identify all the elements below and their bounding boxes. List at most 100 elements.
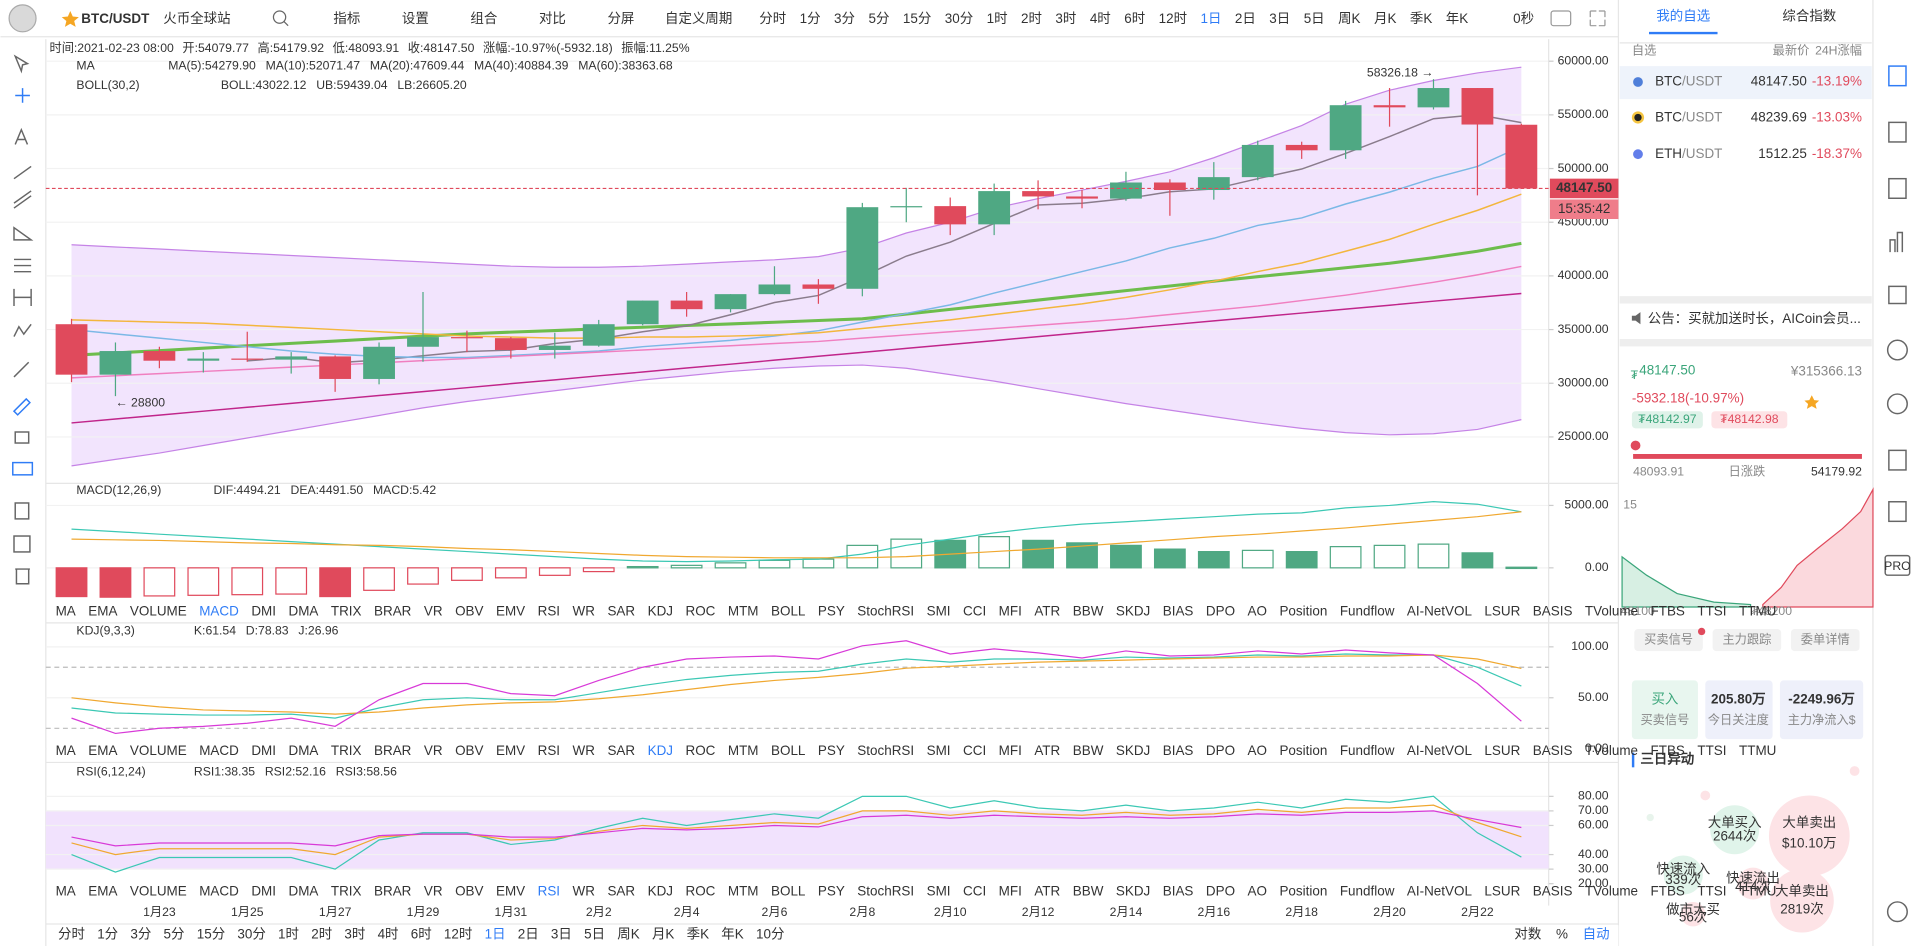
list-item[interactable]: WR: [573, 603, 596, 618]
list-item[interactable]: 1日: [485, 927, 506, 942]
side-news[interactable]: [1888, 177, 1907, 199]
list-item[interactable]: FTBS: [1651, 884, 1685, 899]
list-item[interactable]: BOLL: [771, 743, 806, 758]
list-item[interactable]: 月K: [652, 927, 674, 942]
list-item[interactable]: Fundflow: [1340, 743, 1395, 758]
list-item[interactable]: FTBS: [1651, 743, 1685, 758]
list-item[interactable]: Position: [1279, 884, 1327, 899]
list-item[interactable]: DMI: [251, 603, 276, 618]
list-item[interactable]: MA: [56, 884, 76, 899]
list-item[interactable]: 1分: [97, 927, 118, 942]
list-item[interactable]: ATR: [1034, 603, 1060, 618]
list-item[interactable]: BRAR: [374, 743, 412, 758]
list-item[interactable]: ATR: [1034, 884, 1060, 899]
list-item[interactable]: MFI: [999, 884, 1022, 899]
list-item[interactable]: 10分: [756, 927, 784, 942]
list-item[interactable]: 5日: [584, 927, 605, 942]
list-item[interactable]: OBV: [455, 743, 483, 758]
list-item[interactable]: TTSI: [1697, 603, 1726, 618]
list-item[interactable]: PSY: [818, 743, 845, 758]
list-item[interactable]: 2日: [518, 927, 539, 942]
list-item[interactable]: VR: [424, 743, 443, 758]
side-explore[interactable]: [1886, 393, 1908, 415]
list-item[interactable]: 3日: [551, 927, 572, 942]
list-item[interactable]: TTMU: [1739, 743, 1776, 758]
list-item[interactable]: Position: [1279, 603, 1327, 618]
list-item[interactable]: VOLUME: [130, 603, 187, 618]
list-item[interactable]: BBW: [1073, 603, 1104, 618]
list-item[interactable]: MACD: [199, 743, 239, 758]
tool-measure[interactable]: [13, 361, 30, 378]
list-item[interactable]: LSUR: [1484, 743, 1520, 758]
list-item[interactable]: SMI: [927, 743, 951, 758]
side-add[interactable]: [1888, 285, 1907, 305]
list-item[interactable]: SAR: [607, 603, 635, 618]
tool-channel[interactable]: [13, 190, 32, 209]
list-item[interactable]: 季K: [687, 927, 709, 942]
list-item[interactable]: KDJ: [648, 603, 673, 618]
list-item[interactable]: ROC: [686, 743, 716, 758]
list-item[interactable]: Fundflow: [1340, 603, 1395, 618]
tool-template[interactable]: [14, 502, 30, 520]
list-item[interactable]: AO: [1248, 743, 1267, 758]
list-item[interactable]: DMA: [288, 884, 318, 899]
side-watchlist[interactable]: [1888, 65, 1907, 87]
tool-text[interactable]: [14, 127, 29, 145]
list-item[interactable]: TTSI: [1697, 884, 1726, 899]
list-item[interactable]: PSY: [818, 884, 845, 899]
list-item[interactable]: EMV: [496, 884, 525, 899]
list-item[interactable]: SAR: [607, 743, 635, 758]
list-item[interactable]: CCI: [963, 884, 986, 899]
list-item[interactable]: MACD: [199, 603, 239, 618]
list-item[interactable]: BOLL: [771, 603, 806, 618]
list-item[interactable]: TTMU: [1739, 884, 1776, 899]
list-item[interactable]: DMI: [251, 743, 276, 758]
list-item[interactable]: StochRSI: [857, 743, 914, 758]
list-item[interactable]: 年K: [721, 927, 743, 942]
list-item[interactable]: RSI: [538, 743, 560, 758]
list-item[interactable]: BASIS: [1533, 603, 1573, 618]
list-item[interactable]: 12时: [444, 927, 472, 942]
list-item[interactable]: EMA: [88, 743, 117, 758]
side-book[interactable]: [1888, 449, 1907, 471]
list-item[interactable]: BBW: [1073, 884, 1104, 899]
flow-tab[interactable]: [1712, 629, 1782, 652]
tool-delete[interactable]: [15, 568, 30, 585]
favorite-star[interactable]: [61, 11, 79, 27]
list-item[interactable]: AI-NetVOL: [1407, 884, 1473, 899]
list-item[interactable]: AI-NetVOL: [1407, 603, 1473, 618]
list-item[interactable]: Fundflow: [1340, 884, 1395, 899]
list-item[interactable]: CCI: [963, 603, 986, 618]
list-item[interactable]: StochRSI: [857, 884, 914, 899]
list-item[interactable]: DMI: [251, 884, 276, 899]
list-item[interactable]: AO: [1248, 884, 1267, 899]
tool-wave[interactable]: [13, 323, 32, 337]
list-item[interactable]: 1时: [278, 927, 299, 942]
list-item[interactable]: 6时: [411, 927, 432, 942]
list-item[interactable]: VOLUME: [130, 884, 187, 899]
list-item[interactable]: SMI: [927, 603, 951, 618]
list-item[interactable]: DPO: [1206, 603, 1235, 618]
list-item[interactable]: 分时: [58, 927, 85, 942]
search-icon[interactable]: [272, 10, 287, 24]
list-item[interactable]: 3时: [344, 927, 365, 942]
list-item[interactable]: BIAS: [1163, 743, 1194, 758]
side-pro[interactable]: [1884, 554, 1911, 576]
side-alarm[interactable]: [1886, 339, 1908, 361]
list-item[interactable]: TVolume: [1585, 743, 1638, 758]
list-item[interactable]: SKDJ: [1116, 743, 1150, 758]
list-item[interactable]: Position: [1279, 743, 1327, 758]
list-item[interactable]: AI-NetVOL: [1407, 743, 1473, 758]
list-item[interactable]: BASIS: [1533, 743, 1573, 758]
list-item[interactable]: ROC: [686, 603, 716, 618]
list-item[interactable]: DPO: [1206, 743, 1235, 758]
list-item[interactable]: WR: [573, 743, 596, 758]
list-item[interactable]: MTM: [728, 884, 759, 899]
tool-fib[interactable]: [13, 258, 32, 273]
tool-line[interactable]: [13, 165, 32, 180]
list-item[interactable]: 5分: [164, 927, 185, 942]
list-item[interactable]: LSUR: [1484, 884, 1520, 899]
list-item[interactable]: RSI: [538, 884, 560, 899]
list-item[interactable]: MFI: [999, 603, 1022, 618]
tool-brush[interactable]: [12, 397, 31, 416]
